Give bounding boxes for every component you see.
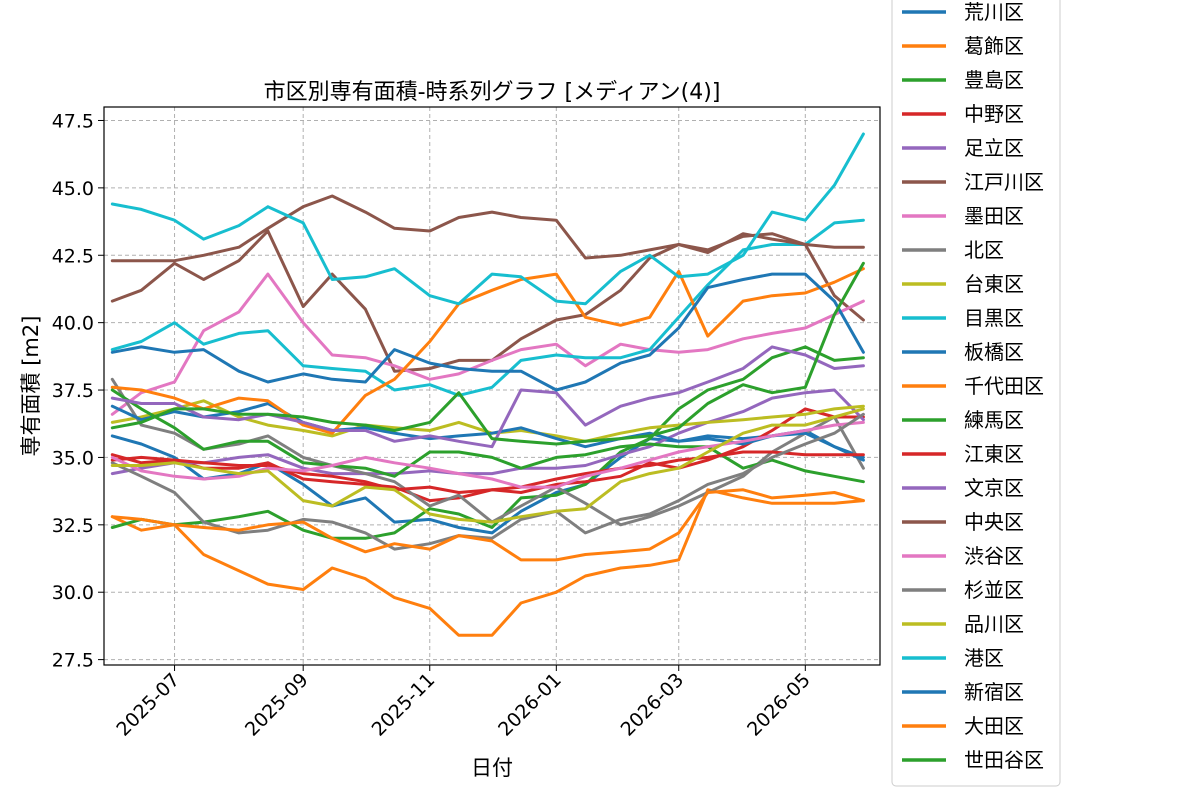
x-tick-label: 2025-07	[112, 669, 184, 741]
legend-label: 江戸川区	[964, 170, 1044, 194]
legend-label: 目黒区	[964, 306, 1024, 330]
chart-title: 市区別専有面積-時系列グラフ [メディアン(4)]	[264, 80, 721, 105]
series-line	[110, 388, 865, 484]
legend-label: 千代田区	[964, 374, 1044, 398]
legend-label: 北区	[964, 238, 1004, 262]
series-line	[110, 345, 865, 449]
x-tick-label: 2026-03	[617, 669, 689, 741]
y-axis: 27.5 30.0 32.5 35.0 37.5 40.0 42.5 45.0 47.5	[52, 110, 104, 672]
legend-label: 台東区	[964, 272, 1024, 296]
legend-label: 江東区	[964, 442, 1024, 466]
legend-label: 世田谷区	[964, 748, 1044, 772]
y-tick-label: 27.5	[52, 650, 94, 672]
legend-label: 葛飾区	[964, 34, 1024, 58]
series-line	[110, 388, 865, 476]
series-line	[110, 402, 865, 462]
legend-label: 板橋区	[964, 340, 1024, 364]
y-tick-label: 42.5	[52, 245, 94, 267]
series-line	[110, 218, 865, 397]
series-line	[110, 450, 865, 494]
series-line	[110, 420, 865, 489]
y-tick-label: 40.0	[52, 313, 94, 335]
legend-label: 荒川区	[964, 0, 1024, 24]
series-line	[110, 267, 865, 435]
legend-label: 新宿区	[964, 680, 1024, 704]
y-tick-label: 47.5	[52, 110, 94, 132]
legend-label: 港区	[964, 646, 1004, 670]
series-line	[110, 272, 865, 392]
legend-label: 墨田区	[964, 204, 1024, 228]
legend-label: 文京区	[964, 476, 1024, 500]
series-line	[110, 488, 865, 562]
legend-label: 豊島区	[964, 68, 1024, 92]
legend-label: 練馬区	[964, 408, 1024, 432]
y-tick-label: 35.0	[52, 447, 94, 469]
legend-label: 渋谷区	[964, 544, 1024, 568]
series-line	[110, 407, 865, 524]
x-tick-label: 2025-11	[368, 669, 440, 741]
x-tick-label: 2026-05	[743, 669, 815, 741]
legend-label: 足立区	[964, 136, 1024, 160]
series-line	[110, 272, 865, 416]
series-line	[110, 132, 865, 306]
legend-label: 杉並区	[964, 578, 1024, 602]
legend: 荒川区葛飾区豊島区中野区足立区江戸川区墨田区北区台東区目黒区板橋区千代田区練馬区…	[891, 0, 1061, 787]
x-tick-label: 2025-09	[241, 669, 313, 741]
series-line	[110, 194, 865, 263]
y-tick-label: 37.5	[52, 380, 94, 402]
legend-label: 中央区	[964, 510, 1024, 534]
y-axis-label: 専有面積 [m2]	[19, 316, 43, 457]
y-tick-label: 32.5	[52, 515, 94, 537]
legend-label: 品川区	[964, 612, 1024, 636]
series-line	[110, 412, 865, 551]
x-axis: 2025-07 2025-09 2025-11 2026-01 2026-03 2026-…	[112, 665, 815, 741]
series-layer	[110, 132, 865, 637]
y-tick-label: 45.0	[52, 178, 94, 200]
series-line	[110, 488, 865, 637]
x-axis-label: 日付	[471, 756, 513, 780]
series-line	[110, 345, 865, 540]
legend-label: 大田区	[964, 714, 1024, 738]
y-tick-label: 30.0	[52, 582, 94, 604]
plot-border	[103, 106, 881, 666]
legend-label: 中野区	[964, 102, 1024, 126]
x-tick-label: 2026-01	[494, 669, 566, 741]
series-line	[110, 261, 865, 446]
